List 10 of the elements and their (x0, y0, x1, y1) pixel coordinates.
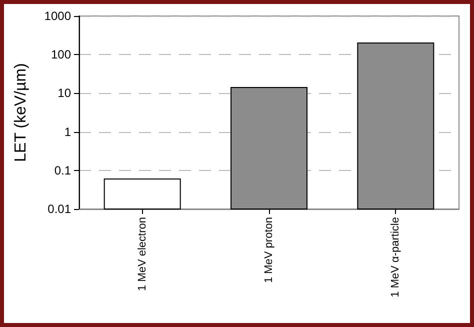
x-tick-label: 1 MeV α-particle (390, 217, 402, 298)
x-tick-label: 1 MeV electron (136, 217, 148, 291)
x-tick-label: 1 MeV proton (263, 217, 275, 284)
y-tick-label: 1 (64, 124, 72, 139)
y-tick-label: 0.1 (54, 163, 72, 178)
y-axis-title: LET (keV/µm) (12, 63, 30, 162)
y-tick-label: 100 (50, 48, 72, 62)
y-tick-label: 10 (58, 86, 72, 100)
y-tick-label: 1000 (44, 9, 72, 23)
y-tick-label: 0.01 (48, 202, 72, 216)
